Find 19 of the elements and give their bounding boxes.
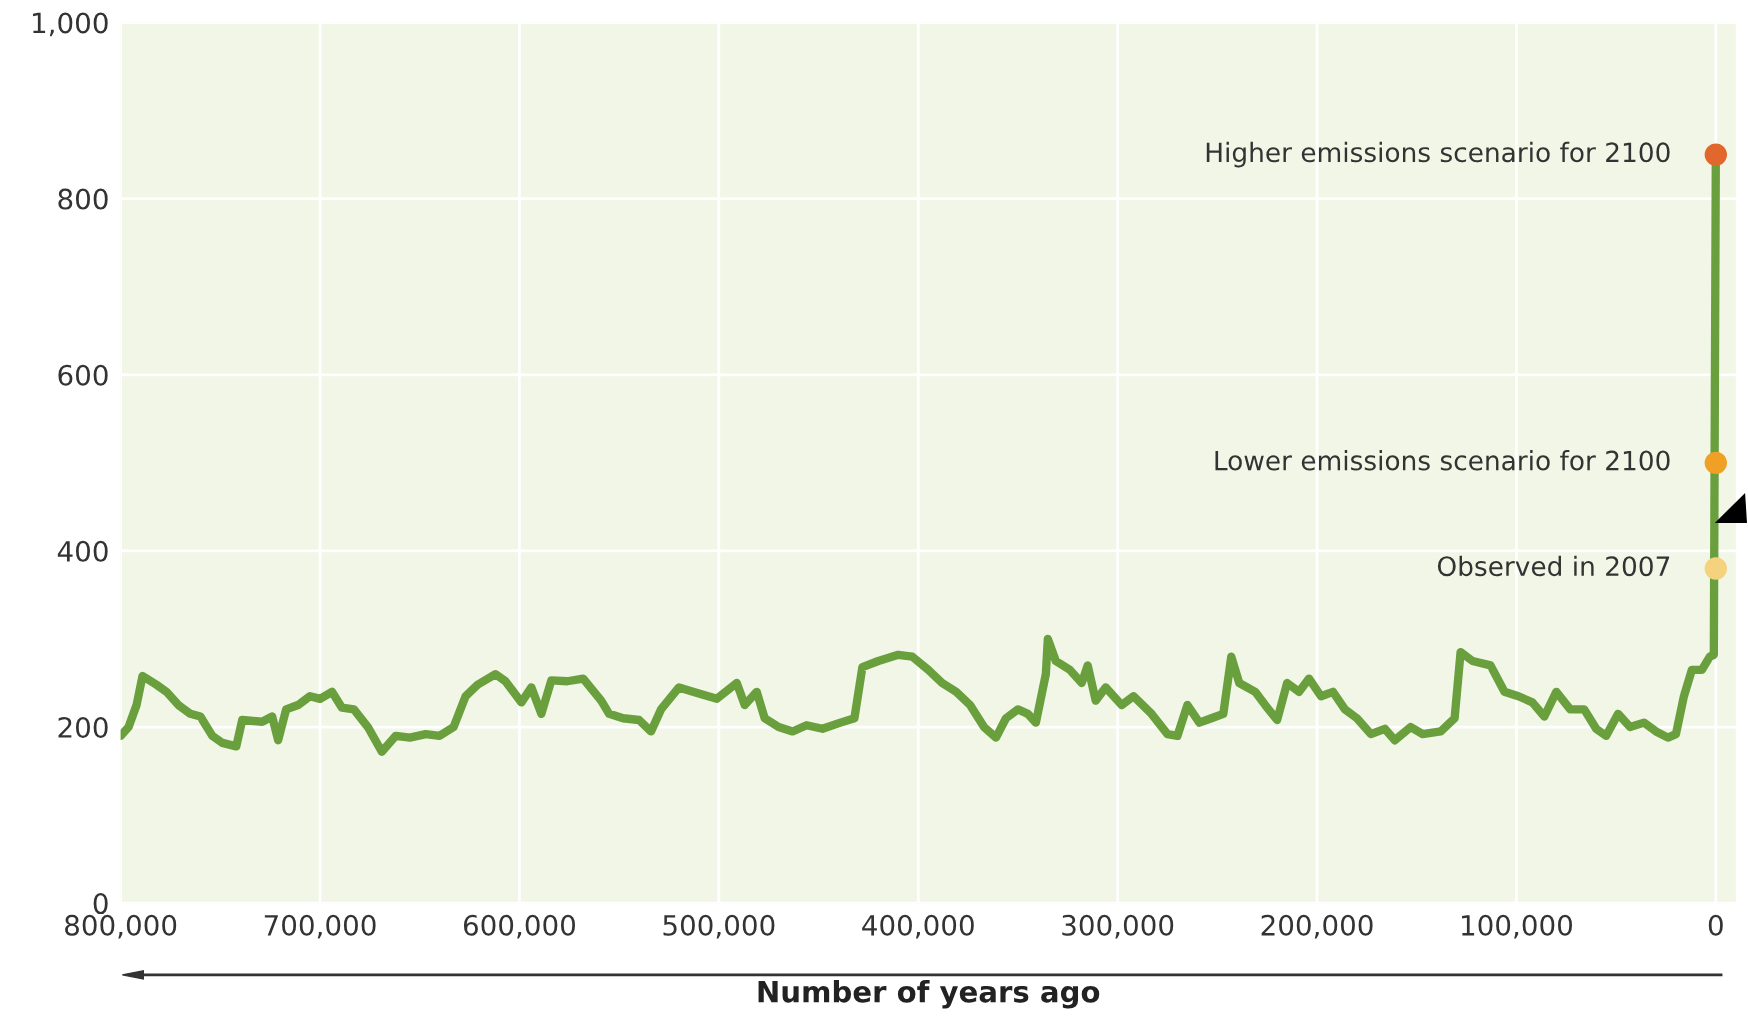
x-tick-label: 0	[1708, 914, 1723, 936]
y-tick-label: 800	[58, 188, 108, 210]
y-tick-label: 200	[58, 716, 108, 738]
y-tick-label: 600	[58, 364, 108, 386]
x-axis-title: Number of years ago	[758, 980, 1100, 1009]
x-tick-label: 500,000	[663, 914, 775, 939]
x-tick-label: 300,000	[1062, 914, 1174, 939]
x-tick-label: 700,000	[264, 914, 376, 939]
x-tick-label: 400,000	[862, 914, 974, 939]
y-tick-label: 400	[57, 540, 108, 562]
x-tick-label: 600,000	[463, 914, 575, 939]
x-tick-label: 200,000	[1261, 914, 1373, 939]
x-tick-label: 100,000	[1462, 914, 1573, 939]
y-tick-label: 0	[93, 893, 108, 915]
y-tick-label: 1,000	[33, 12, 108, 37]
x-tick-label: 800,000	[65, 914, 177, 939]
series-label: Lower emissions scenario for 2100	[1215, 450, 1670, 471]
series-label: Higher emissions scenario for 2100	[1206, 141, 1670, 168]
series-label: Observed in 2007	[1437, 555, 1670, 577]
